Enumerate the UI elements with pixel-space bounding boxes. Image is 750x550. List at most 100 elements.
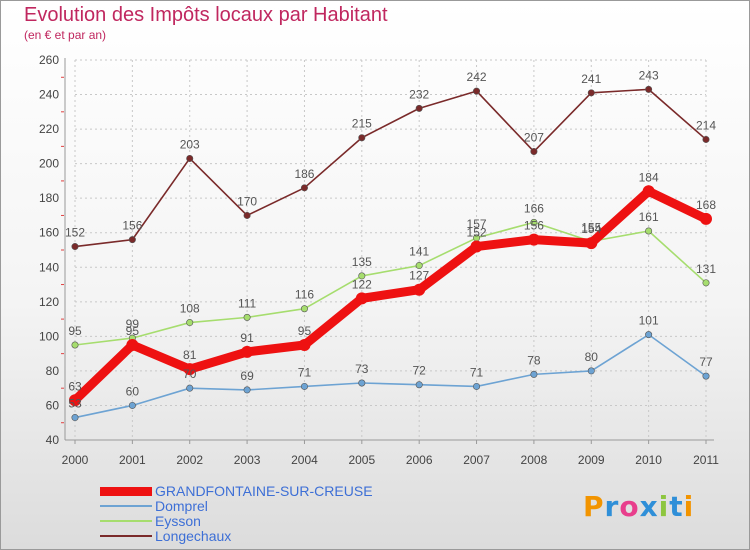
data-point (71, 243, 79, 251)
data-point (587, 89, 595, 97)
data-label: 243 (639, 68, 659, 82)
data-point (128, 236, 136, 244)
data-label: 95 (298, 324, 312, 338)
data-point (71, 414, 79, 422)
data-point (702, 372, 710, 380)
data-point (186, 154, 194, 162)
legend-swatch (100, 505, 152, 507)
data-label: 161 (639, 210, 659, 224)
legend-label: Eysson (155, 513, 201, 529)
proxiti-logo: Proxiti (583, 490, 695, 523)
data-label: 63 (68, 379, 82, 393)
data-label: 108 (180, 302, 200, 316)
legend-label: Domprel (155, 498, 208, 514)
data-point (358, 379, 366, 387)
y-tick-label: 240 (39, 88, 59, 102)
chart-subtitle: (en € et par an) (24, 28, 107, 42)
data-label: 203 (180, 137, 200, 151)
data-point (241, 345, 254, 358)
data-label: 73 (355, 362, 369, 376)
data-label: 81 (183, 348, 197, 362)
x-tick-label: 2006 (406, 453, 433, 467)
data-label: 116 (295, 288, 314, 302)
data-label: 78 (527, 353, 541, 367)
y-tick-label: 200 (39, 157, 59, 171)
series-line-domprel (74, 333, 707, 419)
data-label: 99 (126, 317, 140, 331)
data-label: 170 (237, 194, 257, 208)
y-tick-label: 80 (46, 364, 60, 378)
data-label: 242 (467, 70, 487, 84)
data-label: 214 (696, 118, 716, 132)
data-point (186, 319, 194, 327)
data-label: 154 (581, 222, 601, 236)
data-label: 215 (352, 117, 372, 131)
data-point (415, 262, 423, 270)
data-label: 72 (413, 364, 427, 378)
y-tick-label: 220 (39, 122, 59, 136)
data-label: 80 (585, 350, 599, 364)
data-label: 166 (524, 201, 544, 215)
data-point (470, 240, 483, 253)
data-point (702, 279, 710, 287)
data-label: 152 (65, 226, 85, 240)
data-label: 127 (409, 269, 429, 283)
data-point (243, 313, 251, 321)
data-point (413, 283, 426, 296)
legend-swatch (100, 535, 152, 537)
data-point (300, 382, 308, 390)
legend-label: GRANDFONTAINE-SUR-CREUSE (155, 483, 373, 499)
y-tick-label: 120 (39, 295, 59, 309)
data-label: 95 (68, 324, 82, 338)
x-tick-label: 2005 (348, 453, 375, 467)
series-line-grandfontaine-sur-creuse (70, 186, 711, 405)
data-point (298, 339, 311, 351)
y-tick-label: 40 (46, 433, 60, 447)
data-label: 111 (238, 296, 257, 310)
x-tick-label: 2001 (119, 453, 146, 467)
data-label: 70 (183, 367, 197, 381)
data-point (69, 394, 81, 407)
grid-layer (74, 59, 707, 441)
x-tick-label: 2008 (521, 453, 548, 467)
data-label: 155 (581, 220, 601, 234)
x-tick-label: 2009 (578, 453, 605, 467)
data-point (530, 370, 538, 378)
data-point (645, 331, 653, 339)
data-label: 77 (699, 355, 713, 369)
data-point (126, 339, 139, 351)
data-point (530, 218, 538, 226)
data-label: 71 (470, 365, 484, 379)
data-point (243, 386, 251, 394)
data-point (645, 227, 653, 235)
legend-swatch (100, 487, 152, 496)
data-point (71, 341, 79, 349)
data-point (300, 305, 308, 313)
data-point (358, 272, 366, 280)
y-tick-label: 180 (39, 191, 59, 205)
data-point (186, 384, 194, 392)
x-tick-label: 2011 (693, 453, 719, 467)
data-point (128, 401, 136, 409)
data-label: 101 (639, 314, 659, 328)
data-label: 156 (524, 219, 544, 233)
x-tick-label: 2010 (635, 453, 662, 467)
data-label: 186 (294, 167, 314, 181)
axis-layer: 40 60 80 100 120 140 160 180 200 220 240 260 2000 200… (39, 53, 719, 467)
y-tick-label: 100 (39, 329, 59, 343)
data-point (473, 87, 481, 95)
data-label: 131 (696, 262, 716, 276)
data-label: 71 (298, 365, 312, 379)
data-point (585, 237, 598, 250)
data-point (358, 134, 366, 142)
data-point (473, 382, 481, 390)
y-tick-label: 60 (46, 398, 60, 412)
data-label: 95 (126, 324, 140, 338)
data-point (355, 292, 368, 305)
x-tick-label: 2000 (62, 453, 89, 467)
x-tick-label: 2004 (291, 453, 318, 467)
data-point (702, 135, 710, 143)
data-label: 53 (68, 397, 82, 411)
